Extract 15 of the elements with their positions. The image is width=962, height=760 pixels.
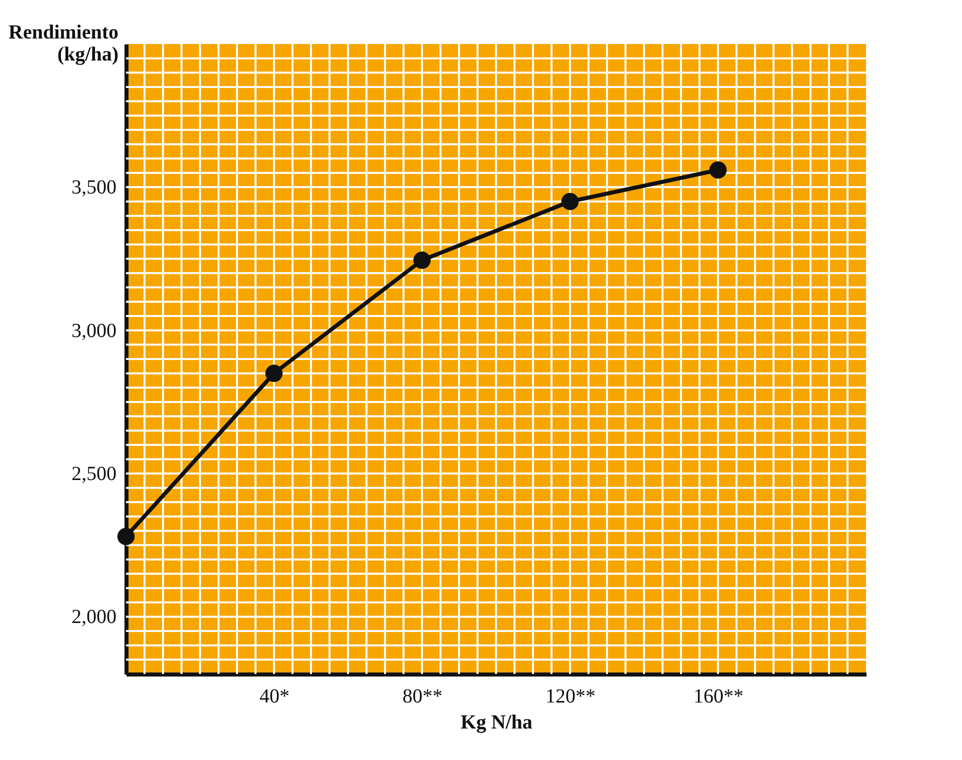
point [265, 364, 283, 382]
point [117, 528, 135, 546]
y-tick-label: 3,500 [72, 176, 116, 199]
x-tick-label: 40* [260, 686, 290, 708]
y-tick-label: 2,000 [72, 606, 116, 628]
point [561, 192, 579, 210]
y-tick-label: 3,000 [72, 320, 116, 342]
point [413, 252, 431, 269]
y-tick-label: 2,500 [72, 463, 116, 486]
y-axis-title: Rendimiento (kg/ha) [8, 22, 118, 66]
x-axis-title: Kg N/ha [460, 712, 532, 734]
point [709, 161, 727, 179]
x-tick-label: 160** [694, 686, 744, 708]
x-tick-label: 120** [546, 686, 596, 708]
x-tick-label: 80** [402, 686, 442, 708]
